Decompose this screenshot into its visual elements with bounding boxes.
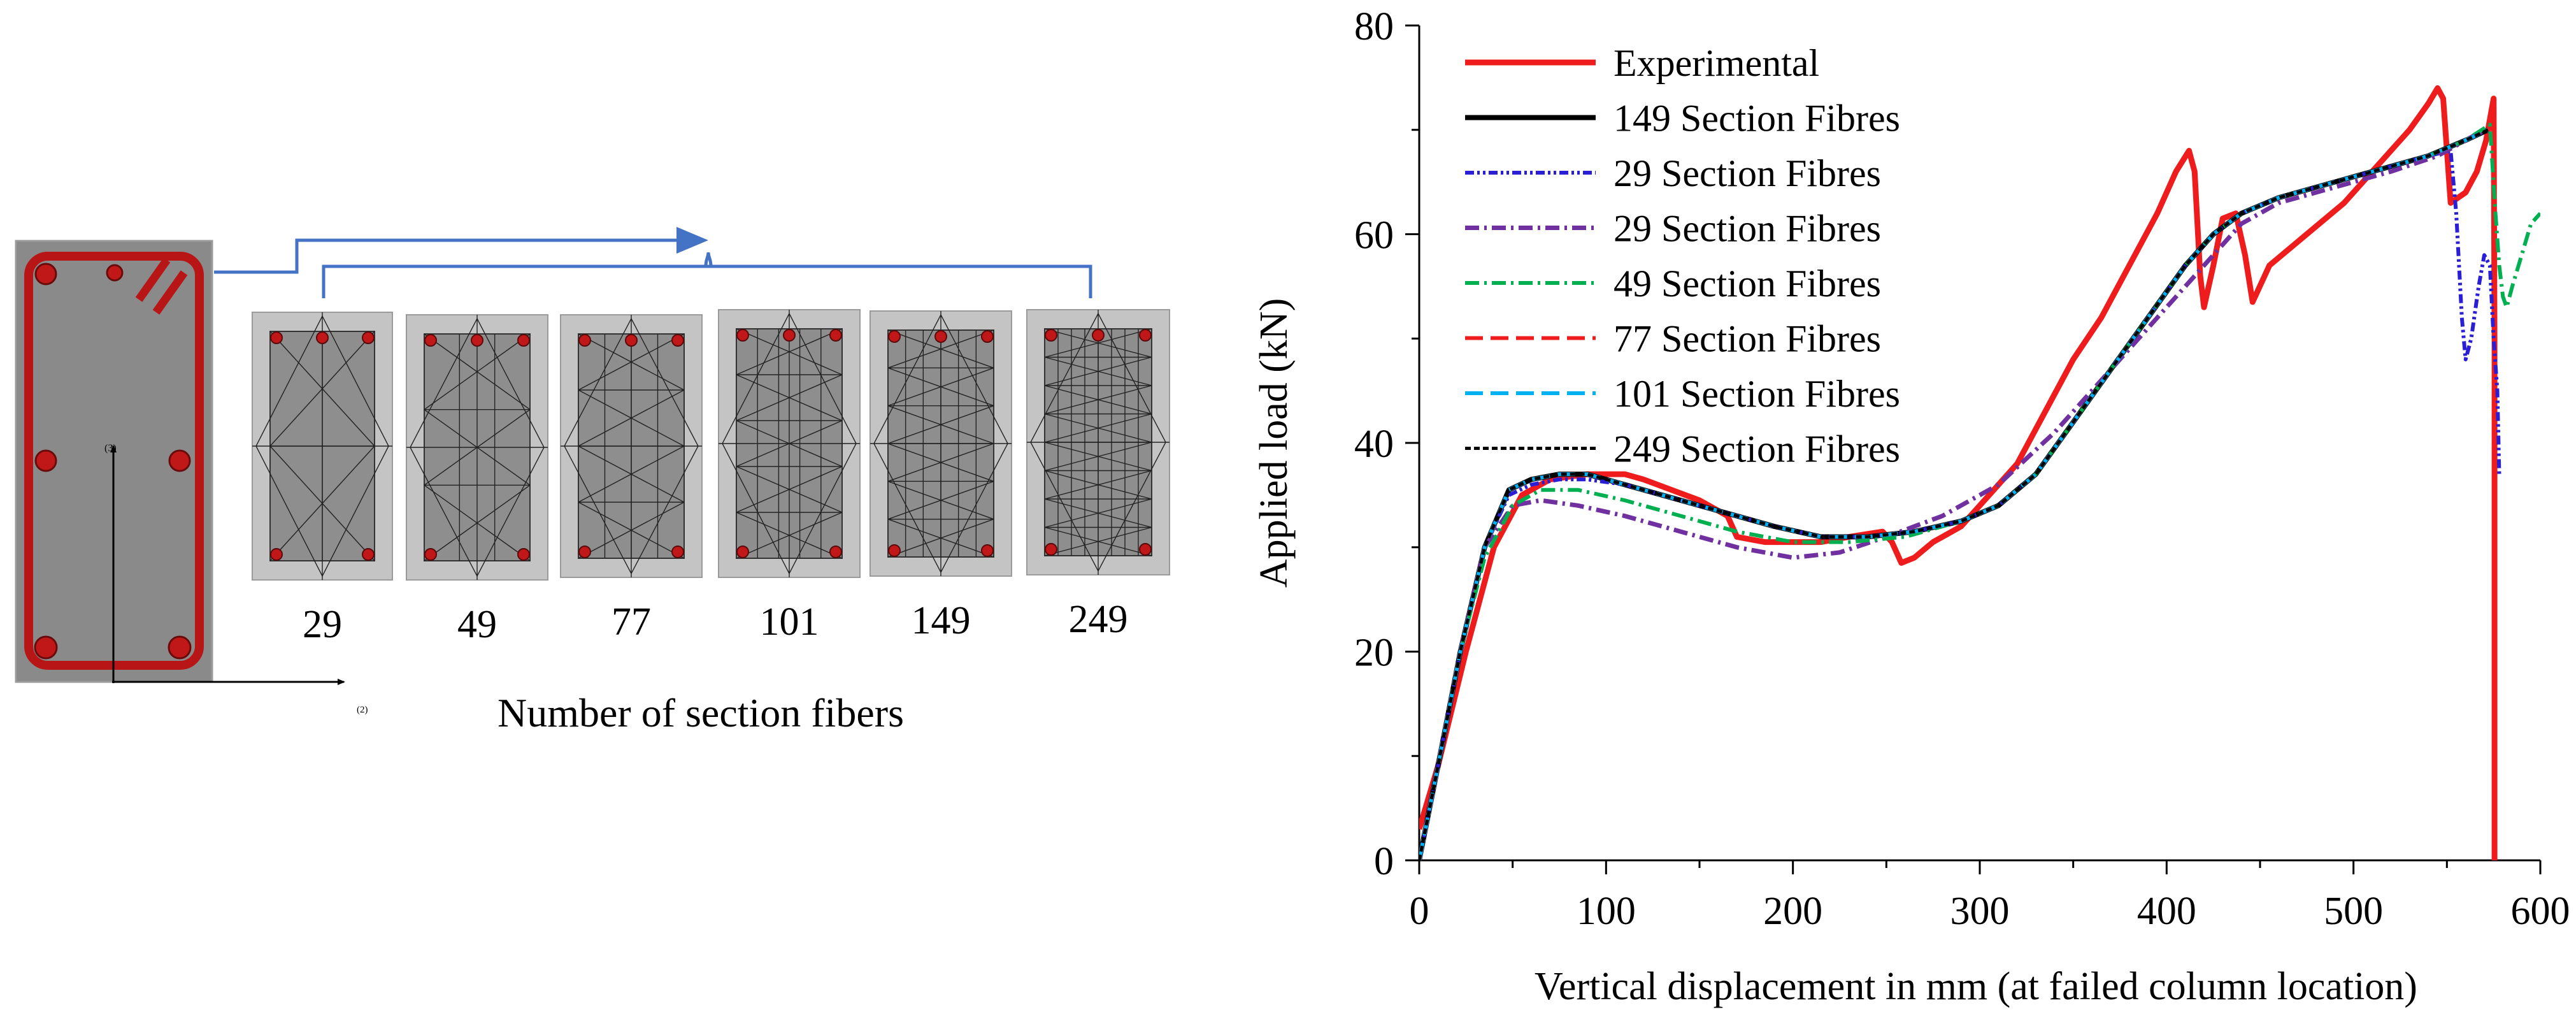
y-tick-label: 0: [1374, 840, 1394, 883]
legend-label: 249 Section Fibres: [1614, 428, 1900, 470]
series-lines: [1419, 85, 2540, 860]
stirrup-hook: [135, 257, 188, 315]
section-diagram: (3) (2) 29 49 77 101 149 249 Number of sectio…: [15, 227, 1170, 735]
legend-label: 77 Section Fibres: [1614, 318, 1881, 360]
load-displacement-chart: 0 20 40 60 80 0 100 200 300 400 500 600 Experiment…: [1252, 5, 2570, 1008]
series-line-4: [1419, 122, 2540, 860]
mesh-section: [869, 310, 1012, 577]
fiber-count-label: 29: [303, 603, 342, 646]
axis-label-2: (2): [357, 705, 368, 715]
fiber-count-label: 149: [912, 599, 971, 642]
legend-label: 29 Section Fibres: [1614, 208, 1881, 250]
y-tick-label: 40: [1354, 423, 1394, 466]
fiber-count-label: 49: [457, 603, 497, 646]
x-tick-label: 500: [2324, 890, 2383, 933]
x-tick-label: 300: [1950, 890, 2010, 933]
x-tick-label: 200: [1763, 890, 1822, 933]
legend-label: 101 Section Fibres: [1614, 373, 1900, 415]
rebars-large: [34, 263, 192, 660]
legend-label: 29 Section Fibres: [1614, 152, 1881, 194]
legend-label: 49 Section Fibres: [1614, 263, 1881, 305]
legend: Experimental 149 Section Fibres 29 Section…: [1465, 42, 1900, 470]
mesh-section: [1026, 309, 1170, 575]
y-axis-title: Applied load (kN): [1252, 298, 1296, 588]
fiber-count-label: 77: [612, 600, 651, 644]
bracket-arrowhead: [676, 227, 708, 254]
fiber-count-label: 101: [760, 600, 819, 644]
x-axis-ticks: 0 100 200 300 400 500 600: [1410, 860, 2570, 933]
series-line-5: [1419, 128, 2489, 860]
axis-label-3: (3): [104, 443, 117, 454]
x-tick-label: 0: [1410, 890, 1429, 933]
y-axis-ticks: 0 20 40 60 80: [1354, 5, 1419, 883]
series-line-2: [1419, 148, 2501, 860]
x-tick-label: 600: [2511, 890, 2570, 933]
series-line-7: [1419, 128, 2489, 860]
series-line-3: [1419, 127, 2489, 860]
mesh-section: [560, 314, 703, 578]
legend-label: Experimental: [1614, 42, 1819, 84]
x-tick-label: 100: [1577, 890, 1636, 933]
x-axis-title: Vertical displacement in mm (at failed c…: [1535, 965, 2417, 1008]
mesh-section: [718, 309, 861, 578]
fiber-caption: Number of section fibers: [497, 690, 904, 735]
mesh-bracket: [214, 238, 1092, 298]
mesh-sections: 29 49 77 101 149 249: [252, 309, 1170, 646]
y-tick-label: 60: [1354, 214, 1394, 257]
fiber-count-label: 249: [1069, 598, 1128, 641]
y-tick-label: 80: [1354, 5, 1394, 48]
mesh-section: [252, 312, 393, 581]
y-tick-label: 20: [1354, 632, 1394, 675]
legend-label: 149 Section Fibres: [1614, 98, 1900, 140]
series-line-1: [1419, 127, 2489, 860]
series-line-6: [1419, 128, 2489, 860]
mesh-section: [406, 314, 548, 581]
x-tick-label: 400: [2137, 890, 2196, 933]
series-line-0: [1419, 85, 2498, 860]
